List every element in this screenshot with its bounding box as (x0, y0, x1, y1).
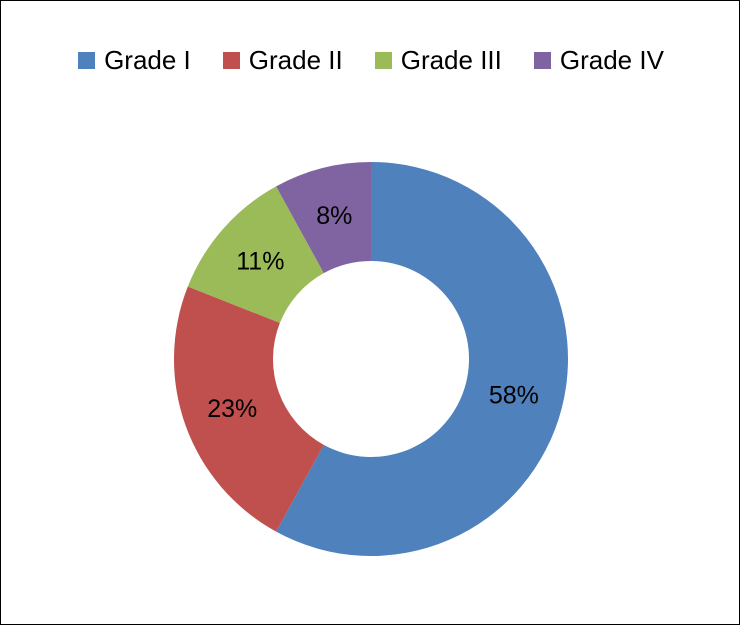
slice-label-grade-iv: 8% (316, 202, 352, 230)
legend-label-grade-ii: Grade II (248, 45, 343, 75)
slice-grade-i (276, 162, 568, 556)
legend-label-grade-iii: Grade III (400, 45, 502, 75)
legend-label-grade-i: Grade I (104, 45, 191, 75)
legend-item-grade-iii: Grade III (374, 45, 502, 76)
slice-label-grade-ii: 23% (207, 395, 257, 423)
legend-item-grade-iv: Grade IV (533, 45, 664, 76)
legend-swatch-grade-iii (374, 52, 392, 69)
chart-legend: Grade I Grade II Grade III Grade IV (1, 45, 740, 76)
slice-grade-ii (173, 286, 324, 532)
donut-slices (173, 162, 568, 556)
slice-grade-iv (276, 162, 371, 274)
legend-item-grade-ii: Grade II (222, 45, 343, 76)
legend-swatch-grade-i (78, 52, 96, 69)
slice-grade-iii (187, 186, 324, 323)
legend-swatch-grade-iv (533, 52, 551, 69)
legend-swatch-grade-ii (222, 52, 240, 69)
legend-item-grade-i: Grade I (78, 45, 191, 76)
legend-label-grade-iv: Grade IV (559, 45, 664, 75)
slice-label-grade-iii: 11% (236, 247, 284, 275)
slice-label-grade-i: 58% (489, 382, 539, 410)
donut-labels: 58% 23% 11% 8% (207, 202, 539, 423)
